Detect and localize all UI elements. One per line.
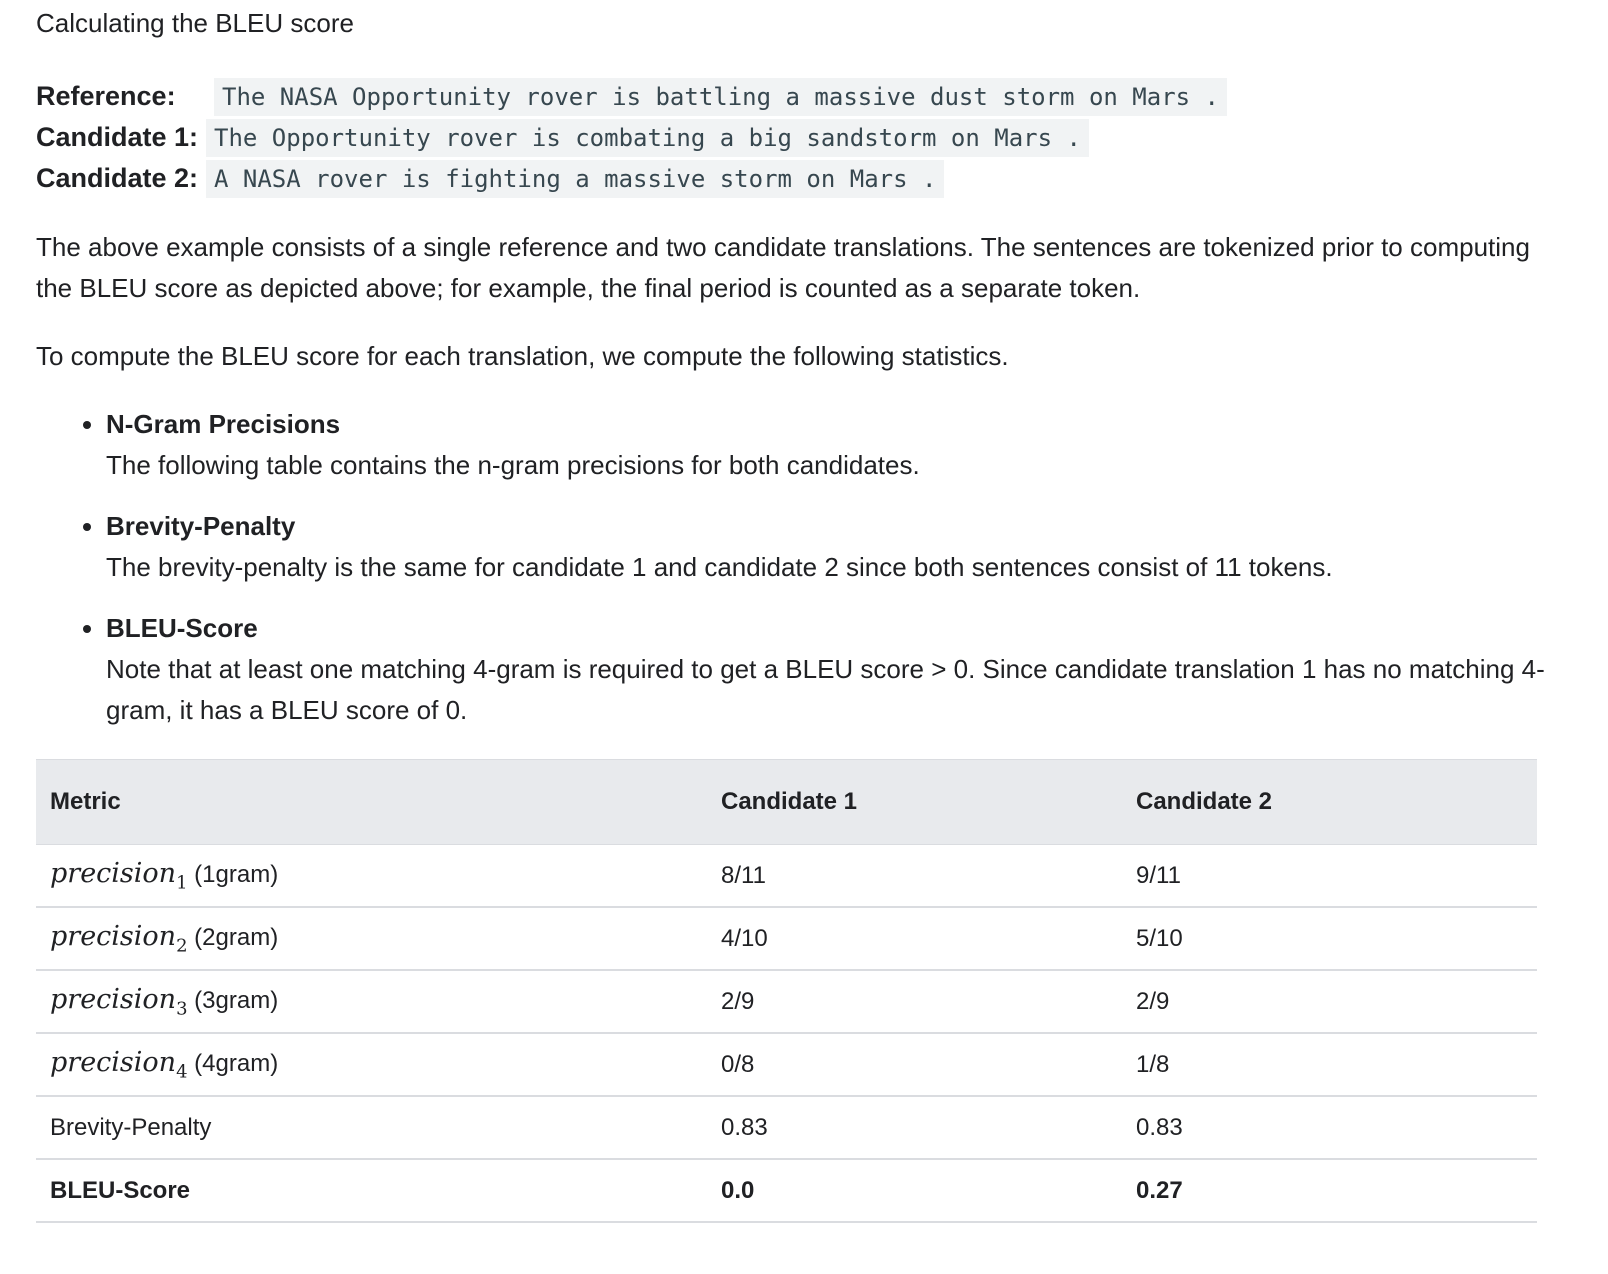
metric-cell: precision2 (2gram): [36, 907, 707, 971]
table-header-row: Metric Candidate 1 Candidate 2: [36, 759, 1537, 845]
metrics-table: Metric Candidate 1 Candidate 2 precision…: [36, 759, 1537, 1223]
math-precision: precision2: [50, 920, 188, 956]
list-item-ngram-precisions: N-Gram Precisions The following table co…: [106, 404, 1572, 486]
table-row: BLEU-Score 0.0 0.27: [36, 1159, 1537, 1223]
table-row: precision3 (3gram) 2/9 2/9: [36, 970, 1537, 1034]
metric-cell: precision3 (3gram): [36, 970, 707, 1034]
metric-cell: precision4 (4gram): [36, 1033, 707, 1097]
candidate1-label: Candidate 1:: [36, 122, 199, 152]
statistics-list: N-Gram Precisions The following table co…: [36, 404, 1572, 731]
header-metric: Metric: [36, 759, 707, 845]
list-item-bleu-score: BLEU-Score Note that at least one matchi…: [106, 608, 1572, 731]
reference-label: Reference:: [36, 81, 176, 111]
list-item-title: BLEU-Score: [106, 613, 258, 643]
example-sentences: Reference: The NASA Opportunity rover is…: [36, 76, 1572, 199]
candidate2-cell: 0.83: [1122, 1096, 1537, 1160]
compute-paragraph: To compute the BLEU score for each trans…: [36, 341, 1009, 371]
candidate2-cell: 0.27: [1122, 1159, 1537, 1223]
candidate1-cell: 0.83: [707, 1096, 1122, 1160]
header-candidate-1: Candidate 1: [707, 759, 1122, 845]
math-subscript: 2: [176, 935, 188, 957]
math-symbol: precision: [50, 1046, 177, 1078]
list-item-title: N-Gram Precisions: [106, 409, 341, 439]
math-symbol: precision: [50, 857, 177, 889]
math-symbol: precision: [50, 920, 177, 952]
math-precision: precision4: [50, 1046, 188, 1082]
table-row: Brevity-Penalty 0.83 0.83: [36, 1096, 1537, 1160]
candidate1-code: The Opportunity rover is combating a big…: [206, 118, 1089, 157]
candidate2-cell: 2/9: [1122, 970, 1537, 1034]
candidate2-code: A NASA rover is fighting a massive storm…: [206, 159, 945, 198]
table-row: precision4 (4gram) 0/8 1/8: [36, 1033, 1537, 1097]
header-candidate-2: Candidate 2: [1122, 759, 1537, 845]
list-item-text: The following table contains the n-gram …: [106, 450, 920, 480]
candidate1-cell: 2/9: [707, 970, 1122, 1034]
candidate2-row: Candidate 2: A NASA rover is fighting a …: [36, 158, 1572, 199]
list-item-title: Brevity-Penalty: [106, 511, 296, 541]
list-item-brevity-penalty: Brevity-Penalty The brevity-penalty is t…: [106, 506, 1572, 588]
candidate2-cell: 5/10: [1122, 907, 1537, 971]
math-symbol: precision: [50, 983, 177, 1015]
math-precision: precision1: [50, 857, 188, 893]
metric-cell: BLEU-Score: [36, 1159, 707, 1223]
candidate2-cell: 9/11: [1122, 844, 1537, 908]
table-row: precision2 (2gram) 4/10 5/10: [36, 907, 1537, 971]
candidate2-cell: 1/8: [1122, 1033, 1537, 1097]
intro-paragraph: The above example consists of a single r…: [36, 232, 1530, 303]
candidate1-cell: 4/10: [707, 907, 1122, 971]
candidate1-cell: 0/8: [707, 1033, 1122, 1097]
page-title: Calculating the BLEU score: [36, 8, 354, 38]
math-precision: precision3: [50, 983, 188, 1019]
math-subscript: 3: [176, 998, 188, 1020]
math-subscript: 1: [176, 872, 188, 894]
math-subscript: 4: [176, 1061, 188, 1083]
candidate1-cell: 8/11: [707, 844, 1122, 908]
candidate2-label: Candidate 2:: [36, 163, 199, 193]
metric-cell: precision1 (1gram): [36, 844, 707, 908]
metric-suffix: (1gram): [187, 860, 279, 888]
list-item-text: The brevity-penalty is the same for cand…: [106, 552, 1333, 582]
metric-suffix: (3gram): [187, 986, 279, 1014]
metric-suffix: (2gram): [187, 923, 279, 951]
candidate1-cell: 0.0: [707, 1159, 1122, 1223]
metric-cell: Brevity-Penalty: [36, 1096, 707, 1160]
table-row: precision1 (1gram) 8/11 9/11: [36, 844, 1537, 908]
metric-suffix: (4gram): [187, 1049, 279, 1077]
reference-row: Reference: The NASA Opportunity rover is…: [36, 76, 1572, 117]
candidate1-row: Candidate 1: The Opportunity rover is co…: [36, 117, 1572, 158]
reference-code: The NASA Opportunity rover is battling a…: [214, 77, 1227, 116]
list-item-text: Note that at least one matching 4-gram i…: [106, 654, 1545, 725]
